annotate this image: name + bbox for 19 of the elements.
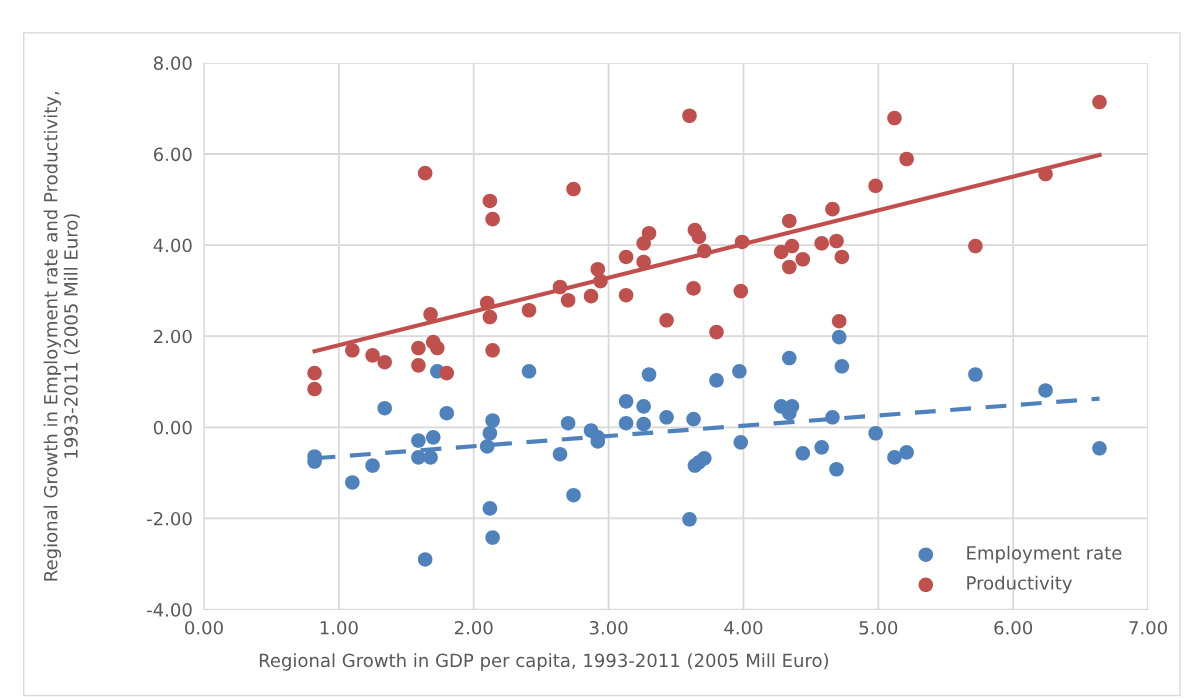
legend-label: Employment rate <box>967 545 1122 564</box>
x-tick-label: 1.00 <box>320 620 358 635</box>
x-tick-label: 2.00 <box>454 620 493 635</box>
y-tick-label: 0.00 <box>153 420 192 435</box>
y-tick-label: -4.00 <box>147 602 192 617</box>
y-tick-label: 8.00 <box>153 56 192 71</box>
y-tick-label: 2.00 <box>154 329 192 344</box>
x-tick-label: 6.00 <box>994 620 1033 635</box>
x-tick-label: 0.00 <box>185 620 223 635</box>
x-tick-label: 3.00 <box>589 620 628 635</box>
y-tick-label: 6.00 <box>153 147 192 162</box>
legend-label: Productivity <box>967 575 1073 594</box>
y-tick-label: 4.00 <box>153 238 192 253</box>
x-tick-label: 7.00 <box>1129 620 1167 635</box>
y-axis-title: Regional Growth in Employment rate and Productivity, 1993-2011 (2005 Mill Euro) <box>43 92 80 581</box>
x-axis-title: Regional Growth in GDP per capita, 1993-2011 (2005 Mill Euro) <box>259 653 829 671</box>
y-tick-label: -2.00 <box>147 511 192 526</box>
x-tick-label: 4.00 <box>724 620 763 635</box>
x-tick-label: 5.00 <box>859 620 898 635</box>
